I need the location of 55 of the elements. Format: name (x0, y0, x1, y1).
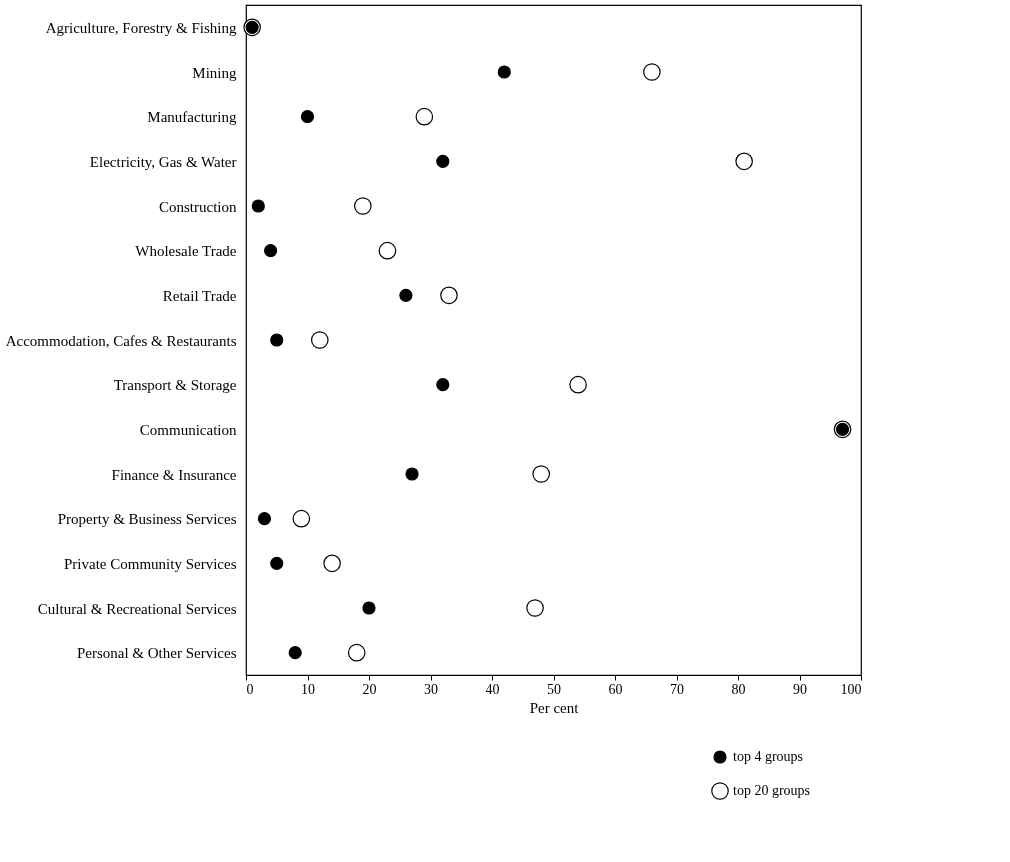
x-tick-label: 70 (670, 681, 684, 697)
point (526, 599, 544, 617)
y-tick-label: Accommodation, Cafes & Restaurants (5, 332, 237, 349)
y-tick-label: Construction (159, 198, 237, 215)
point (347, 643, 366, 662)
legend-label: top 4 groups (733, 749, 803, 764)
y-tick-label: Mining (192, 64, 237, 81)
point (415, 107, 434, 126)
point (436, 154, 450, 168)
x-axis-title: Per cent (529, 699, 580, 716)
y-tick-label: Private Community Services (64, 555, 237, 572)
x-tick-label: 10 (301, 681, 315, 697)
x-tick-label: 60 (608, 681, 623, 697)
point (270, 556, 284, 570)
point (735, 152, 753, 171)
point (251, 199, 265, 213)
legend-label: top 20 groups (733, 783, 810, 798)
point (310, 331, 329, 349)
y-tick-label: Property & Business Services (57, 511, 237, 528)
point (440, 286, 458, 305)
point (300, 110, 315, 124)
y-tick-label: Wholesale Trade (135, 243, 237, 260)
point (288, 646, 302, 660)
y-tick-label: Retail Trade (162, 287, 237, 304)
y-tick-label: Finance & Insurance (111, 466, 237, 483)
point (497, 65, 511, 79)
y-tick-label: Transport & Storage (113, 377, 237, 394)
point (436, 378, 450, 392)
x-tick-label: 0 (246, 681, 254, 697)
point (362, 601, 376, 615)
y-tick-label: Manufacturing (147, 109, 237, 126)
x-tick-label: 30 (424, 681, 438, 697)
point (264, 244, 278, 258)
point (405, 467, 419, 481)
y-tick-label: Agriculture, Forestry & Fishing (45, 19, 237, 36)
y-tick-label: Cultural & Recreational Services (37, 600, 237, 617)
point (257, 512, 272, 526)
point (532, 465, 551, 483)
x-tick-label: 80 (731, 681, 746, 697)
x-tick-label: 100 (840, 681, 862, 697)
point (643, 63, 661, 81)
y-tick-label: Electricity, Gas & Water (89, 153, 237, 170)
x-tick-label: 50 (547, 681, 561, 697)
point (399, 288, 413, 302)
x-tick-label: 90 (793, 681, 807, 697)
point (270, 333, 284, 347)
point (378, 241, 397, 260)
point (292, 509, 311, 528)
y-tick-label: Personal & Other Services (76, 645, 237, 662)
x-tick-label: 40 (485, 681, 500, 697)
point (323, 554, 341, 573)
point (354, 197, 372, 215)
point (569, 375, 587, 394)
x-tick-label: 20 (362, 681, 377, 697)
y-tick-label: Communication (139, 421, 237, 438)
